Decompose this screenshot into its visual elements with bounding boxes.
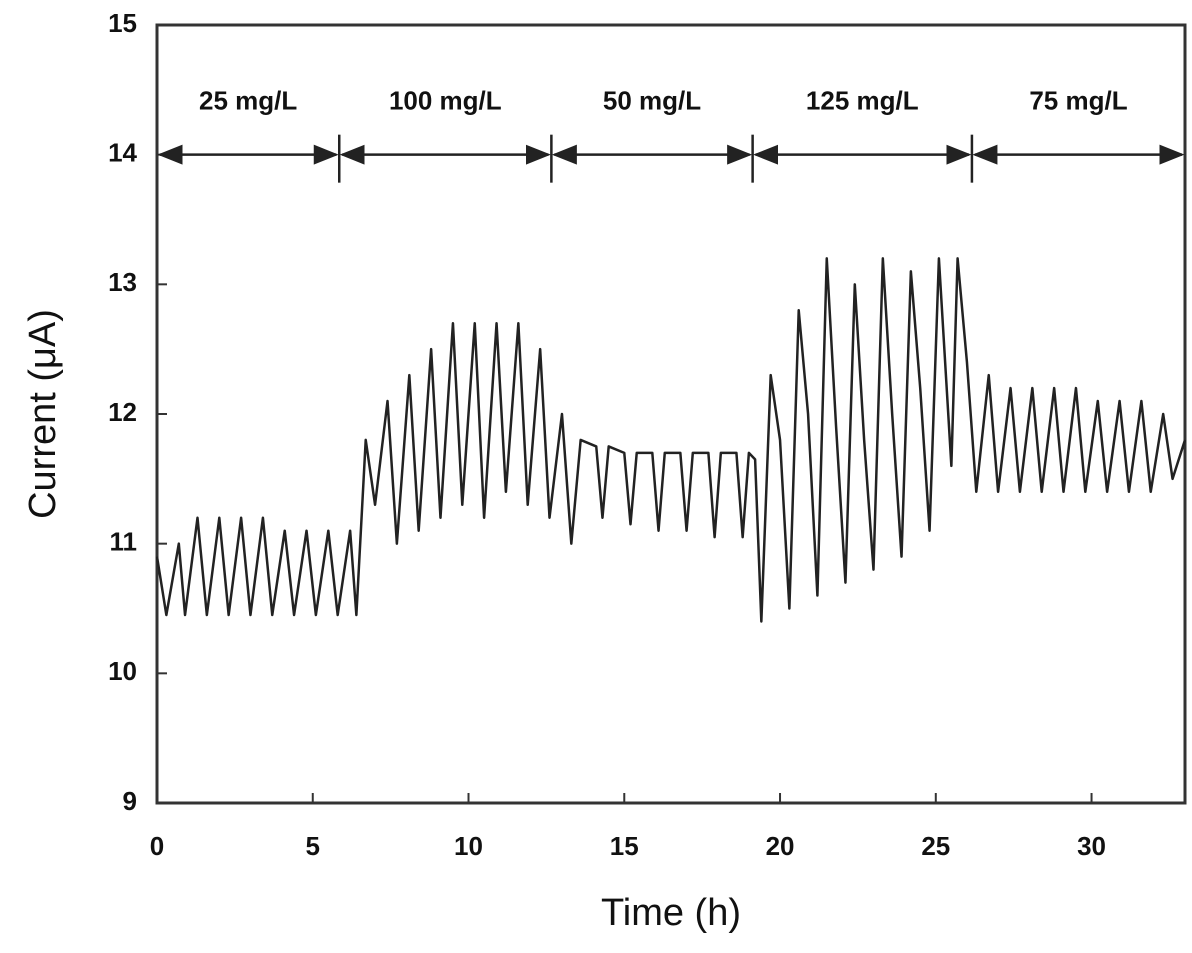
x-tick-label: 0 xyxy=(150,831,164,861)
y-tick-label: 15 xyxy=(108,8,137,38)
x-tick-label: 30 xyxy=(1077,831,1106,861)
y-tick-label: 11 xyxy=(110,527,138,557)
x-axis-label: Time (h) xyxy=(601,892,741,934)
y-tick-label: 12 xyxy=(108,397,137,427)
x-tick-label: 15 xyxy=(610,831,639,861)
plot-frame xyxy=(155,23,1187,805)
y-tick-label: 9 xyxy=(123,786,137,816)
x-tick-label: 10 xyxy=(454,831,483,861)
segment-label: 75 mg/L xyxy=(1029,86,1127,116)
data-line xyxy=(155,257,1187,623)
y-tick-label: 14 xyxy=(108,138,137,168)
segment-label: 50 mg/L xyxy=(603,86,701,116)
y-axis-label: Current (μA) xyxy=(22,309,64,519)
y-tick-label: 13 xyxy=(108,267,137,297)
segment-label: 25 mg/L xyxy=(199,86,297,116)
x-tick-label: 20 xyxy=(766,831,795,861)
x-tick-label: 25 xyxy=(921,831,950,861)
segment-label: 125 mg/L xyxy=(806,86,919,116)
y-tick-label: 10 xyxy=(108,656,137,686)
segment-label: 100 mg/L xyxy=(389,86,502,116)
x-tick-label: 5 xyxy=(306,831,320,861)
